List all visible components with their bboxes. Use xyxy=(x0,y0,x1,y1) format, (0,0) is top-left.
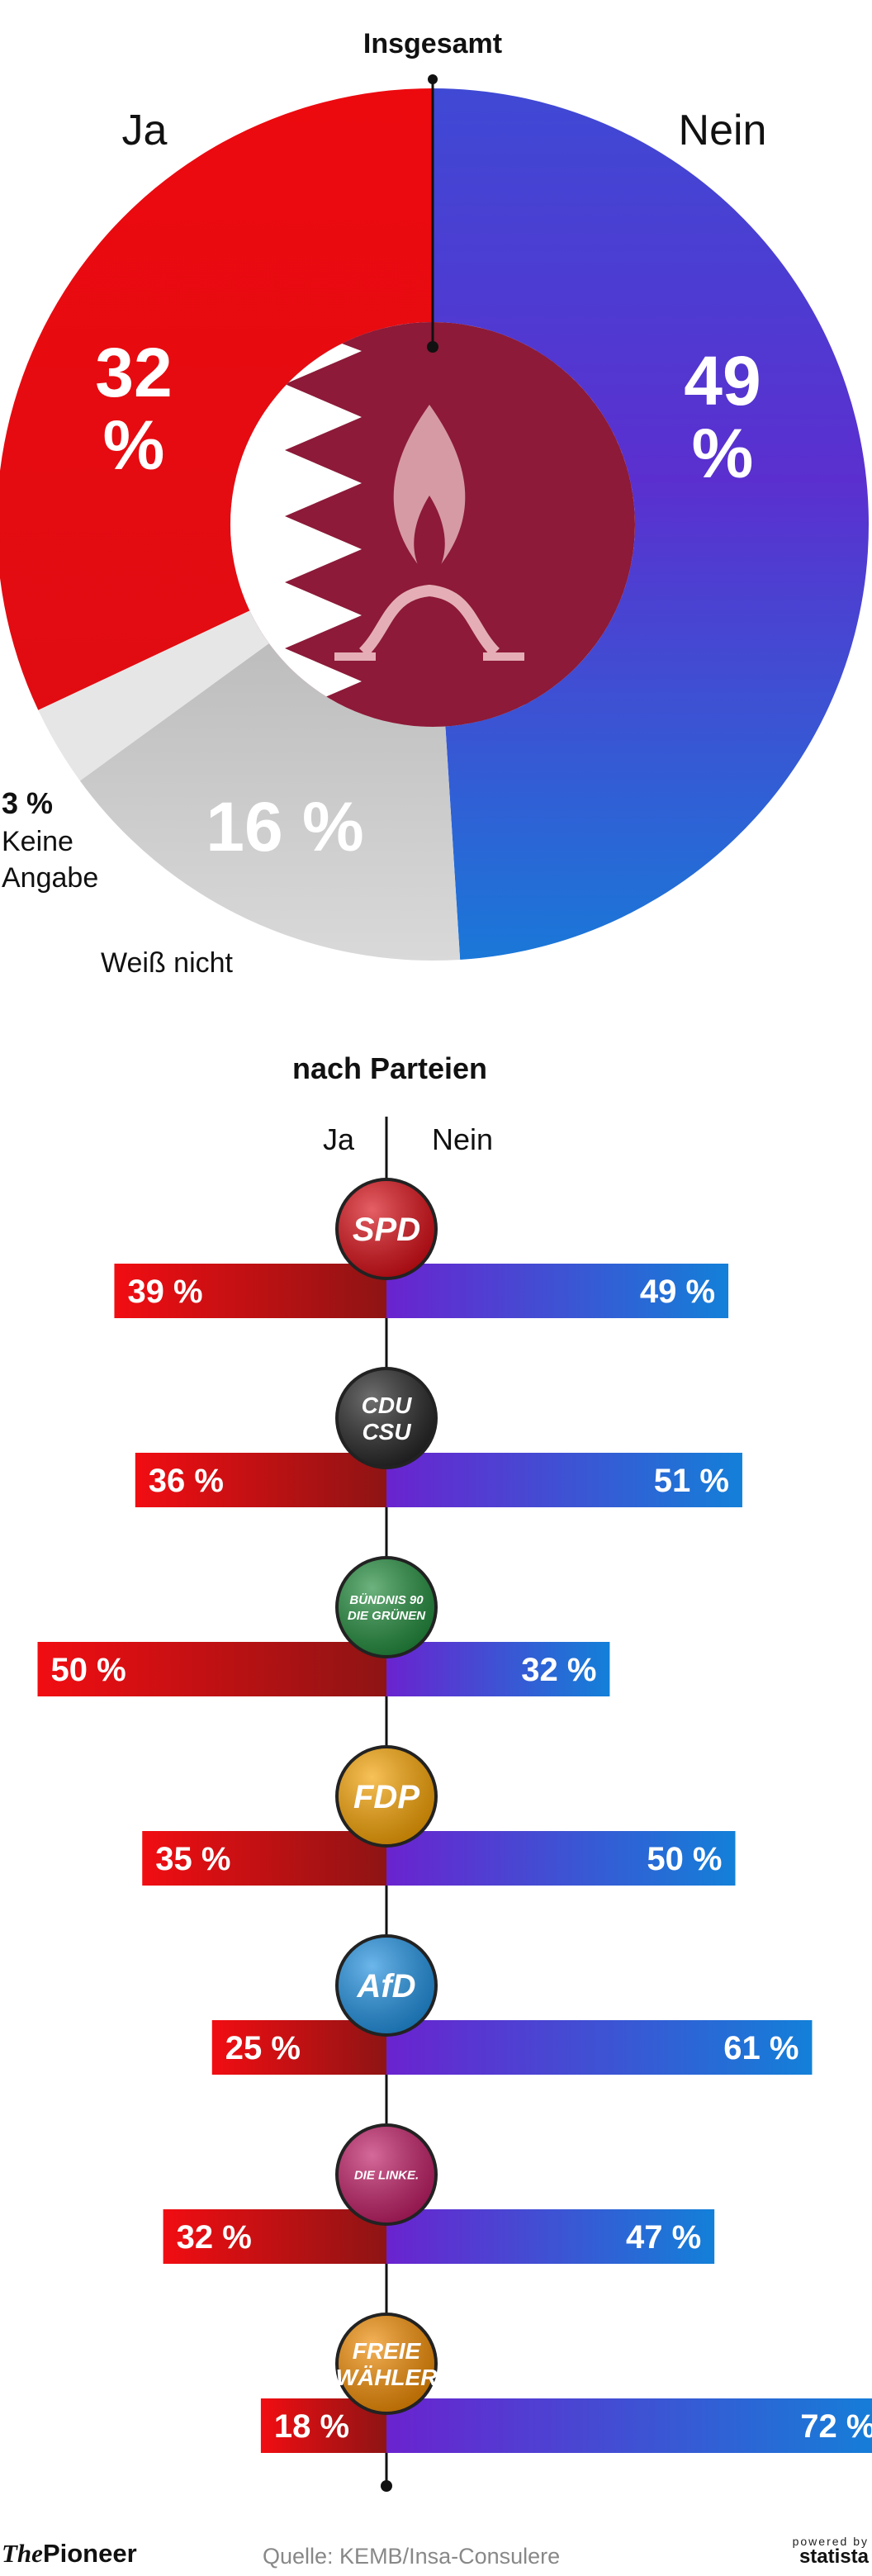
gas-flame-emblem xyxy=(230,322,635,727)
logo-shade xyxy=(339,1370,434,1466)
pie-slice-keine-angabe xyxy=(38,610,269,781)
divider-dot xyxy=(427,341,438,353)
logo-text: WÄHLER xyxy=(336,2365,438,2390)
bar-value-ja: 36 % xyxy=(149,1463,224,1499)
bar-ja xyxy=(37,1642,386,1696)
legend-ja: Ja xyxy=(122,107,168,154)
party-logo: AfD xyxy=(335,1934,438,2037)
party-row: 50 % 32 % BÜNDNIS 90 DIE GRÜNEN xyxy=(37,1556,610,1696)
bar-value-ja: 39 % xyxy=(127,1274,202,1310)
pie-slice-nein xyxy=(433,88,870,960)
logo-text: CSU xyxy=(362,1419,411,1445)
logo-text: DIE LINKE. xyxy=(354,2168,419,2182)
parties-title: nach Parteien xyxy=(292,1051,487,1085)
divider-dot xyxy=(428,74,438,84)
party-logo: FDP xyxy=(335,1745,438,1848)
bar-value-nein: 61 % xyxy=(723,2030,799,2066)
bar-legend-ja: Ja xyxy=(323,1122,355,1156)
pie-slice-weiss-nicht xyxy=(79,643,461,961)
bar-value-nein: 47 % xyxy=(626,2219,701,2256)
party-logo: BÜNDNIS 90 DIE GRÜNEN xyxy=(335,1556,438,1658)
pie-value-weiss: 16 % xyxy=(206,788,363,866)
footer: ThePioneer Quelle: KEMB/Insa-Consulere p… xyxy=(0,2536,872,2576)
bar-value-ja: 35 % xyxy=(155,1841,230,1877)
pie-title: Insgesamt xyxy=(363,28,502,59)
donut-chart xyxy=(0,88,870,961)
bar-nein xyxy=(386,1831,736,1886)
bar-nein xyxy=(386,1642,610,1696)
pie-value-keine: 3 % xyxy=(2,786,53,820)
bar-value-ja: 50 % xyxy=(51,1652,126,1688)
pie-value-nein: 49% xyxy=(684,342,761,492)
flame-icon xyxy=(334,405,524,661)
label-weiss-nicht: Weiß nicht xyxy=(101,947,234,979)
bar-ja xyxy=(211,2020,386,2075)
party-row: 32 % 47 % DIE LINKE. xyxy=(163,2123,715,2264)
bar-nein xyxy=(386,1453,742,1507)
bar-value-nein: 50 % xyxy=(647,1841,722,1877)
logo-shade xyxy=(339,2316,434,2412)
bar-nein xyxy=(386,1264,729,1318)
logo-shade xyxy=(339,2127,434,2223)
logo-text: CDU xyxy=(362,1392,412,1418)
label-keine-2: Angabe xyxy=(2,862,98,894)
bar-value-ja: 25 % xyxy=(225,2030,301,2066)
pie-value-ja: 32% xyxy=(95,334,172,484)
party-row: 39 % 49 % SPD xyxy=(114,1178,729,1318)
label-keine-1: Keine xyxy=(2,826,73,857)
party-logo: SPD xyxy=(335,1178,438,1280)
brand-logo: ThePioneer xyxy=(2,2539,137,2568)
bar-ja xyxy=(163,2209,386,2264)
bar-value-ja: 32 % xyxy=(177,2219,252,2256)
bar-ja xyxy=(142,1831,386,1886)
logo-text: FDP xyxy=(353,1779,419,1815)
bar-ja xyxy=(135,1453,387,1507)
bar-value-nein: 72 % xyxy=(800,2408,872,2445)
pie-slice-ja xyxy=(0,88,433,710)
logo-shade xyxy=(339,1748,434,1844)
logo-text: FREIE xyxy=(353,2338,422,2364)
party-logo: DIE LINKE. xyxy=(335,2123,438,2226)
logo-shade xyxy=(339,1181,434,1277)
logo-shade xyxy=(339,1938,434,2033)
bar-value-nein: 32 % xyxy=(521,1652,596,1688)
logo-text: SPD xyxy=(353,1212,420,1248)
party-row: 25 % 61 % AfD xyxy=(211,1934,813,2075)
logo-text: BÜNDNIS 90 xyxy=(349,1593,424,1607)
bar-value-ja: 18 % xyxy=(274,2408,349,2445)
statista-logo: powered by statista xyxy=(792,2535,869,2568)
bar-legend-nein: Nein xyxy=(432,1122,493,1156)
bar-nein xyxy=(386,2398,872,2453)
bar-axis-dot xyxy=(381,2480,392,2492)
logo-text: DIE GRÜNEN xyxy=(348,1609,426,1623)
bar-nein xyxy=(386,2020,813,2075)
bar-value-nein: 51 % xyxy=(654,1463,729,1499)
logo-shade xyxy=(339,1559,434,1655)
bar-ja xyxy=(114,1264,386,1318)
bar-nein xyxy=(386,2209,715,2264)
party-row: 35 % 50 % FDP xyxy=(142,1745,736,1886)
bar-value-nein: 49 % xyxy=(640,1274,715,1310)
source-note: Quelle: KEMB/Insa-Consulere xyxy=(263,2544,561,2569)
legend-nein: Nein xyxy=(679,107,767,154)
logo-text: AfD xyxy=(356,1968,415,2004)
